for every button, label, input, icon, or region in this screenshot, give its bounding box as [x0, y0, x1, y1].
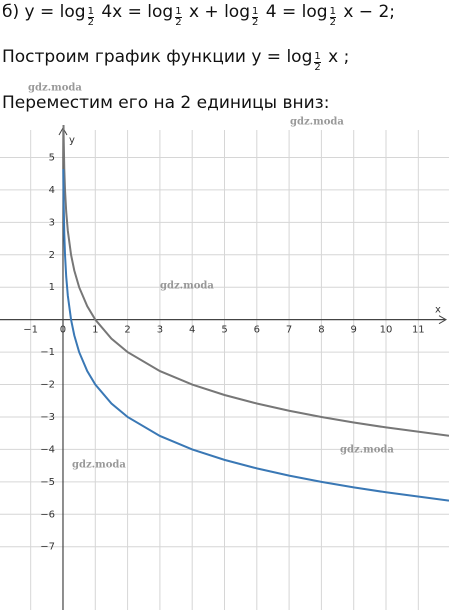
watermark: gdz.moda [28, 83, 82, 94]
y-tick-label: −6 [40, 509, 55, 520]
curve [62, 125, 449, 437]
fraction-num: 1 [87, 5, 94, 17]
y-tick-label: −1 [40, 347, 55, 358]
curve [62, 168, 449, 502]
text: 4x = log [95, 2, 174, 22]
watermark: gdz.moda [340, 445, 394, 456]
text: x ; [322, 47, 350, 67]
y-tick-label: −3 [40, 412, 55, 423]
y-tick-label: 5 [49, 152, 55, 163]
x-tick-label: 9 [351, 325, 357, 336]
fraction-num: 1 [175, 5, 182, 17]
x-tick-label: 10 [380, 325, 393, 336]
y-tick-label: 4 [49, 185, 55, 196]
fraction-num: 1 [329, 5, 336, 17]
x-tick-label: 0 [60, 325, 66, 336]
fraction-den: 2 [314, 61, 321, 73]
text: x + log [183, 2, 250, 22]
y-tick-label: −4 [40, 444, 55, 455]
fraction-den: 2 [87, 16, 94, 28]
step-text: Построим график функции y = log 1 2 x ; [2, 47, 349, 73]
fraction-num: 1 [252, 5, 259, 17]
text: Построим график функции y = log [2, 47, 313, 67]
x-axis-label: x [435, 305, 441, 316]
y-tick-label: −2 [40, 380, 55, 391]
fraction-den: 2 [252, 16, 259, 28]
y-tick-label: 2 [49, 250, 55, 261]
watermark: gdz.moda [290, 117, 344, 128]
x-tick-label: 1 [92, 325, 98, 336]
y-axis-label: y [69, 135, 75, 146]
y-tick-label: −7 [40, 542, 55, 553]
text: 4 = log [260, 2, 328, 22]
x-tick-label: 11 [412, 325, 425, 336]
y-tick-label: −5 [40, 477, 55, 488]
x-tick-label: 6 [254, 325, 260, 336]
step-text: Переместим его на 2 единицы вниз: [2, 93, 329, 113]
fraction-den: 2 [329, 16, 336, 28]
y-tick-label: 3 [49, 217, 55, 228]
x-tick-label: 4 [189, 325, 195, 336]
x-axis-arrow [438, 315, 448, 325]
fraction-num: 1 [314, 50, 321, 62]
text: б) y = log [2, 2, 86, 22]
fraction-den: 2 [175, 16, 182, 28]
equation: б) y = log 1 2 4x = log 1 2 x + log 1 2 4 = lo… [2, 2, 395, 28]
text: x − 2; [337, 2, 395, 22]
x-tick-label: 3 [157, 325, 163, 336]
x-tick-label: 7 [286, 325, 292, 336]
x-tick-label: 5 [221, 325, 227, 336]
x-tick-label: −1 [23, 325, 38, 336]
y-tick-label: 1 [49, 282, 55, 293]
x-tick-label: 8 [318, 325, 324, 336]
text: Переместим его на 2 единицы вниз: [2, 93, 330, 113]
watermark: gdz.moda [160, 281, 214, 292]
x-tick-label: 2 [124, 325, 130, 336]
watermark: gdz.moda [72, 460, 126, 471]
